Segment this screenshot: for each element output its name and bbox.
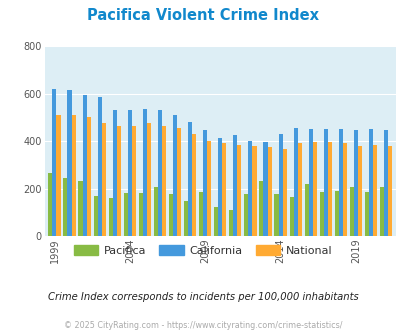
Bar [207, 141, 211, 236]
Bar [48, 173, 52, 236]
Bar [128, 110, 132, 236]
Bar [338, 129, 342, 236]
Bar [304, 184, 308, 236]
Bar [213, 208, 217, 236]
Bar [289, 197, 293, 236]
Bar [71, 115, 75, 236]
Bar [267, 147, 271, 236]
Legend: Pacifica, California, National: Pacifica, California, National [69, 241, 336, 260]
Bar [202, 130, 207, 236]
Bar [263, 142, 267, 236]
Bar [334, 191, 338, 236]
Bar [102, 123, 106, 236]
Bar [109, 198, 113, 236]
Bar [323, 129, 327, 236]
Bar [124, 192, 128, 236]
Bar [177, 128, 181, 236]
Bar [82, 95, 86, 236]
Bar [233, 135, 237, 236]
Bar [274, 194, 278, 236]
Bar [357, 146, 361, 236]
Bar [93, 196, 97, 236]
Bar [252, 146, 256, 236]
Bar [222, 144, 226, 236]
Bar [63, 178, 67, 236]
Bar [153, 187, 158, 236]
Bar [139, 192, 143, 236]
Bar [183, 201, 188, 236]
Bar [372, 145, 376, 236]
Bar [312, 142, 316, 236]
Bar [237, 145, 241, 236]
Bar [132, 126, 136, 236]
Bar [282, 149, 286, 236]
Bar [78, 182, 82, 236]
Bar [86, 117, 90, 236]
Bar [297, 144, 301, 236]
Bar [192, 134, 196, 236]
Bar [158, 110, 162, 236]
Bar [353, 130, 357, 236]
Bar [327, 142, 331, 236]
Bar [308, 129, 312, 236]
Bar [143, 109, 147, 236]
Bar [117, 126, 121, 236]
Bar [368, 129, 372, 236]
Bar [188, 122, 192, 236]
Text: Crime Index corresponds to incidents per 100,000 inhabitants: Crime Index corresponds to incidents per… [47, 292, 358, 302]
Bar [383, 130, 387, 236]
Bar [259, 182, 263, 236]
Bar [387, 146, 391, 236]
Bar [147, 123, 151, 236]
Bar [162, 126, 166, 236]
Bar [56, 115, 60, 236]
Bar [52, 89, 56, 236]
Bar [198, 192, 202, 236]
Bar [379, 187, 383, 236]
Bar [248, 141, 252, 236]
Bar [342, 144, 346, 236]
Bar [244, 194, 248, 236]
Bar [278, 134, 282, 236]
Bar [349, 187, 353, 236]
Text: © 2025 CityRating.com - https://www.cityrating.com/crime-statistics/: © 2025 CityRating.com - https://www.city… [64, 321, 341, 330]
Bar [293, 128, 297, 236]
Bar [97, 97, 102, 236]
Bar [319, 192, 323, 236]
Bar [217, 138, 222, 236]
Bar [67, 90, 71, 236]
Bar [173, 115, 177, 236]
Text: Pacifica Violent Crime Index: Pacifica Violent Crime Index [87, 8, 318, 23]
Bar [168, 194, 173, 236]
Bar [229, 210, 233, 236]
Bar [364, 192, 368, 236]
Bar [113, 110, 117, 236]
